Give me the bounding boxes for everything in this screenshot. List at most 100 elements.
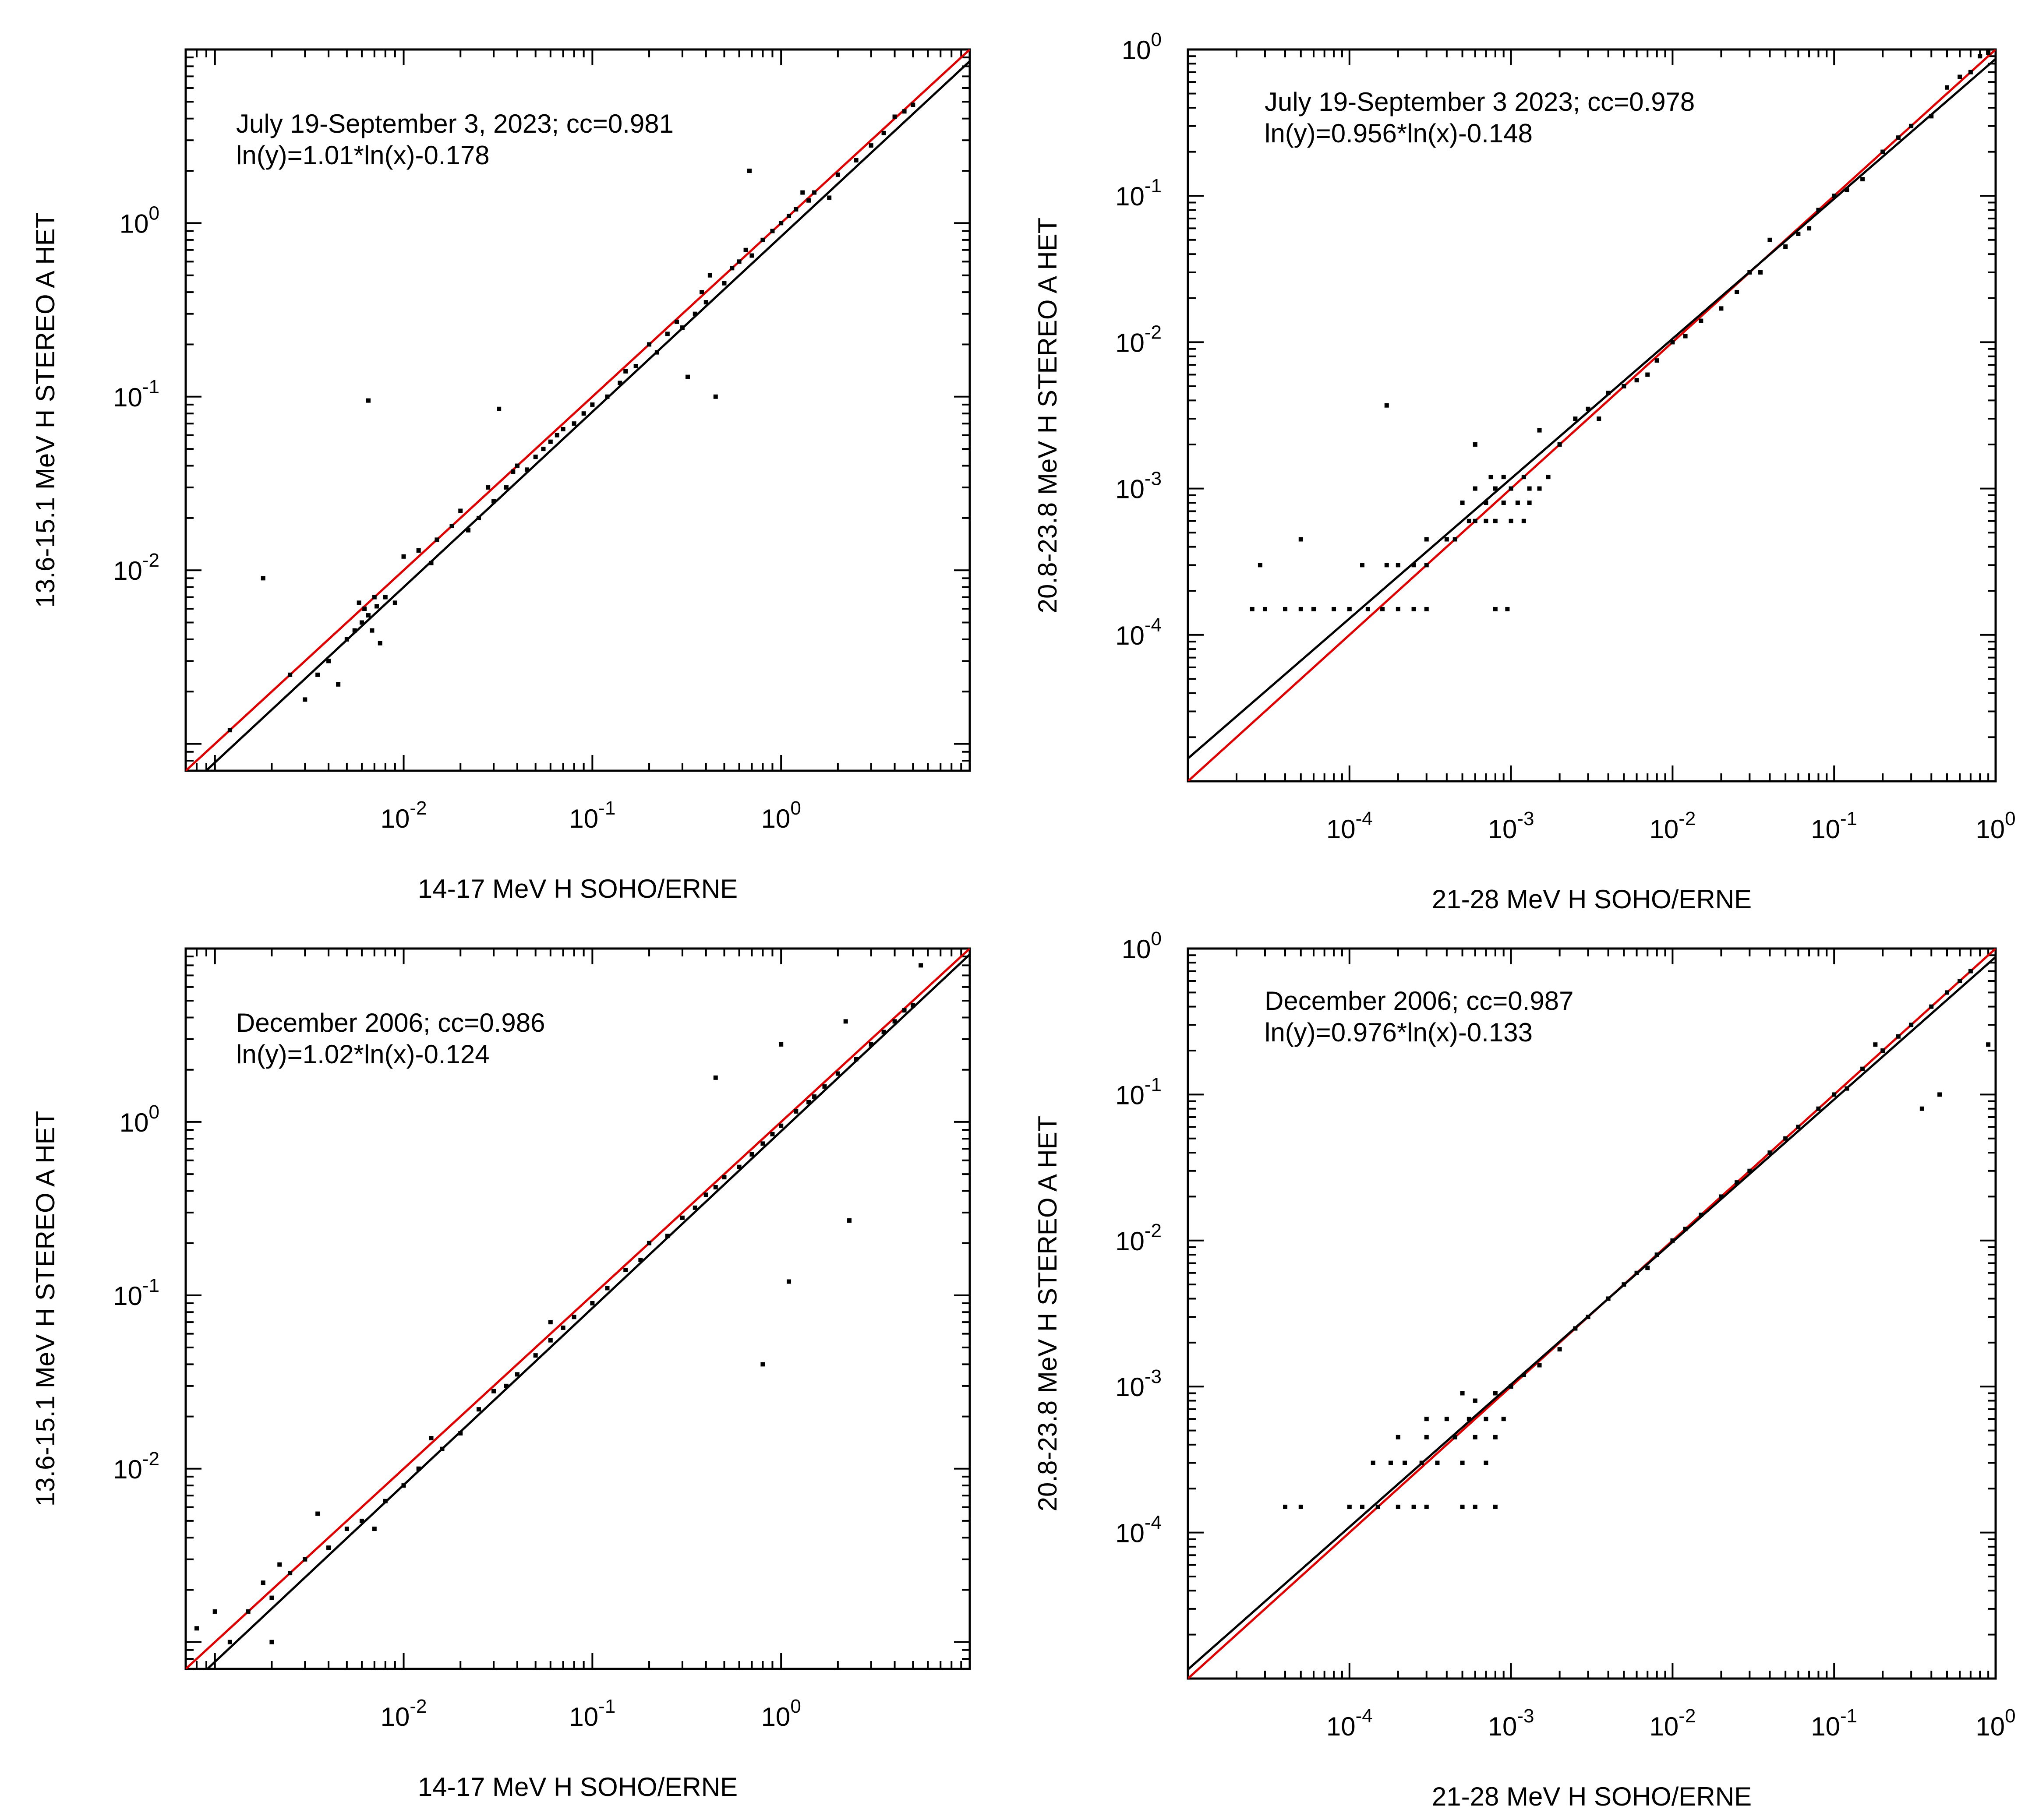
chart-3-data-point (1473, 1398, 1477, 1403)
chart-1-data-point (1845, 187, 1849, 192)
chart-1-x-tick-label: 100 (1975, 808, 2015, 844)
chart-0-y-tick-label-base: 10 (113, 556, 142, 586)
chart-0-x-tick-label-base: 10 (381, 804, 410, 833)
chart-2-fit-annotation: ln(y)=1.02*ln(x)-0.124 (236, 1040, 490, 1069)
chart-1-x-tick-label: 10-1 (1811, 808, 1857, 844)
chart-2-data-point (693, 1205, 697, 1210)
chart-1-data-point (1622, 384, 1626, 389)
chart-1-y-tick-label: 100 (1122, 29, 1162, 65)
chart-1-data-point (1986, 50, 1991, 55)
chart-3-data-point (1968, 969, 1973, 973)
chart-2-data-point (794, 1109, 799, 1114)
chart-3-data-point (1796, 1125, 1801, 1129)
chart-2-data-point (892, 1019, 897, 1024)
chart-3-y-tick-label-base: 10 (1115, 1227, 1145, 1256)
chart-1-data-point (1501, 475, 1506, 480)
chart-0-data-point (303, 697, 307, 702)
chart-2-x-tick-label-base: 10 (761, 1702, 791, 1732)
chart-0-data-point (401, 554, 406, 559)
chart-2-fit-line (205, 953, 970, 1669)
chart-2-data-point (515, 1372, 519, 1377)
chart-2-y-axis-label: 13.6-15.1 MeV H STEREO A HET (31, 1111, 60, 1507)
chart-0-data-point (449, 524, 454, 529)
chart-2-data-point (822, 1084, 827, 1089)
chart-1-data-point (1332, 607, 1336, 611)
chart-3-data-point (1654, 1252, 1659, 1257)
chart-1-data-point (1537, 486, 1542, 491)
chart-2-data-point (269, 1640, 274, 1644)
chart-0-x-tick-label-base: 10 (569, 804, 598, 833)
chart-1-y-tick-label-base: 10 (1115, 621, 1145, 650)
chart-2-data-point (665, 1234, 670, 1238)
chart-1-data-point (1488, 475, 1493, 480)
chart-3-y-tick-label: 100 (1122, 928, 1162, 964)
chart-3-data-point (1501, 1417, 1506, 1421)
chart-1-x-tick-label-exp: -2 (1679, 808, 1696, 829)
chart-1-data-point (1515, 500, 1520, 505)
chart-1-data-point (1573, 416, 1578, 421)
chart-3-data-point (1634, 1270, 1639, 1275)
chart-0-data-point (533, 455, 538, 459)
chart-2-y-tick-label: 100 (120, 1101, 159, 1137)
chart-3-x-tick-label-base: 10 (1811, 1712, 1840, 1741)
chart-3-x-tick-label-exp: -2 (1679, 1705, 1696, 1727)
chart-3-data-point (1411, 1504, 1416, 1509)
chart-1-data-point (1719, 306, 1724, 311)
chart-3-data-point (1493, 1435, 1498, 1439)
chart-1-data-point (1509, 486, 1513, 491)
chart-0-data-point (435, 537, 439, 542)
chart-0-data-point (680, 325, 685, 330)
chart-1-data-point (1796, 231, 1801, 236)
chart-0-data-point (491, 499, 496, 504)
chart-0-data-point (378, 641, 382, 645)
chart-3-data-point (1683, 1227, 1688, 1231)
chart-2-data-point (326, 1545, 331, 1550)
chart-1-x-tick-label-base: 10 (1326, 815, 1356, 844)
chart-1-period-annotation: July 19-September 3 2023; cc=0.978 (1265, 87, 1695, 116)
chart-1-y-tick-label-base: 10 (1115, 182, 1145, 211)
chart-0-fit-annotation: ln(y)=1.01*ln(x)-0.178 (236, 141, 490, 170)
chart-1-data-point (1758, 270, 1763, 275)
chart-0-data-point (288, 672, 293, 677)
panel-bottom-right: 10-4 10-3 10-2 10-1 10010-410-310-210-110021… (1033, 928, 2016, 1811)
chart-0-x-tick-label: 10-1 (569, 797, 615, 833)
chart-1-y-tick-label: 10-1 (1115, 175, 1162, 211)
chart-0-y-tick-label-base: 10 (113, 383, 142, 412)
chart-1-data-point (1929, 114, 1934, 119)
chart-3-data-point (1419, 1460, 1424, 1465)
chart-2-data-point (401, 1483, 406, 1488)
chart-2-data-point (246, 1609, 251, 1614)
chart-1-data-point (1557, 442, 1562, 447)
chart-2-data-point (440, 1446, 445, 1451)
chart-3-data-point (1460, 1391, 1465, 1396)
chart-2-data-point (779, 1123, 784, 1128)
chart-1-data-point (1250, 607, 1254, 611)
chart-0-data-point (370, 628, 375, 633)
chart-0-data-point (812, 190, 817, 195)
chart-1-y-tick-label: 10-3 (1115, 468, 1162, 504)
chart-3-data-point (1537, 1363, 1542, 1368)
chart-1-data-point (1444, 537, 1449, 542)
chart-2-data-point (843, 1019, 848, 1024)
chart-0-fit-line (204, 60, 970, 771)
chart-0-data-point (555, 433, 559, 437)
chart-1-reference-line-y-equals-x (1188, 49, 1996, 781)
chart-0-data-point (902, 109, 907, 114)
chart-2-data-point (680, 1215, 685, 1220)
chart-0-data-point (561, 427, 565, 431)
chart-1-data-point (1944, 85, 1949, 90)
chart-1-y-tick-label-base: 10 (1115, 328, 1145, 357)
chart-0-data-point (458, 508, 463, 513)
chart-3-points-group (1283, 969, 1991, 1509)
chart-1-data-point (1396, 563, 1400, 568)
chart-2-x-axis-label: 14-17 MeV H SOHO/ERNE (418, 1772, 738, 1802)
chart-2-data-point (561, 1325, 565, 1330)
chart-0-data-point (515, 463, 519, 468)
chart-0-data-point (362, 607, 367, 611)
chart-0-data-point (707, 273, 712, 278)
chart-1-data-point (1365, 607, 1370, 611)
chart-1-data-point (1501, 500, 1506, 505)
chart-0-x-tick-label-exp: -1 (598, 797, 615, 819)
chart-1-data-point (1521, 518, 1526, 523)
